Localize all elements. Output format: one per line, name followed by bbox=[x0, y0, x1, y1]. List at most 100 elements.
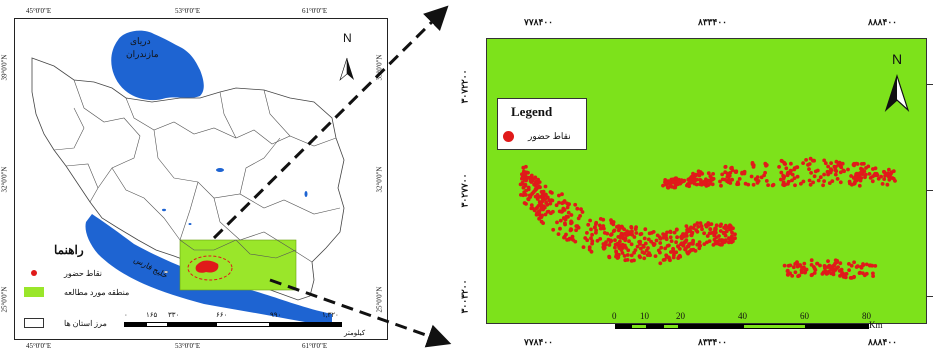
presence-point bbox=[551, 209, 555, 214]
presence-point bbox=[653, 254, 658, 258]
presence-point bbox=[594, 228, 598, 233]
presence-point bbox=[674, 227, 679, 232]
right-legend-title: Legend bbox=[511, 104, 553, 119]
presence-point bbox=[536, 195, 540, 200]
presence-point bbox=[826, 259, 830, 263]
presence-point bbox=[586, 222, 591, 227]
presence-point bbox=[642, 256, 647, 261]
presence-points bbox=[518, 156, 897, 280]
presence-point bbox=[681, 243, 686, 248]
presence-point bbox=[887, 177, 892, 182]
presence-point bbox=[624, 246, 628, 250]
presence-point bbox=[708, 174, 713, 179]
presence-point bbox=[705, 223, 710, 227]
presence-point bbox=[691, 171, 695, 176]
presence-point bbox=[537, 209, 541, 214]
presence-point bbox=[574, 228, 578, 233]
presence-point bbox=[847, 262, 851, 266]
presence-point bbox=[589, 236, 593, 241]
presence-point bbox=[764, 179, 769, 183]
right-scale-unit: Km bbox=[869, 320, 883, 330]
presence-point bbox=[661, 235, 666, 240]
presence-point bbox=[880, 182, 885, 186]
presence-point bbox=[847, 179, 852, 184]
presence-point bbox=[573, 202, 578, 207]
presence-point bbox=[697, 240, 702, 245]
presence-point bbox=[718, 229, 723, 233]
presence-point bbox=[725, 171, 730, 176]
presence-point bbox=[536, 177, 540, 182]
presence-point bbox=[706, 171, 711, 176]
presence-point bbox=[785, 268, 790, 273]
presence-point bbox=[590, 232, 594, 237]
presence-point bbox=[855, 264, 860, 269]
presence-point bbox=[863, 175, 867, 180]
right-side-coord-1: ۳۰۷۲۲۰۰ bbox=[459, 69, 470, 104]
presence-point bbox=[620, 225, 625, 230]
presence-point bbox=[639, 246, 643, 251]
presence-point bbox=[873, 166, 878, 171]
presence-point bbox=[564, 214, 569, 219]
presence-point bbox=[546, 209, 551, 214]
presence-point bbox=[766, 183, 770, 188]
presence-point bbox=[822, 179, 826, 184]
presence-point bbox=[698, 178, 703, 183]
presence-point bbox=[679, 178, 684, 183]
presence-point bbox=[641, 245, 646, 249]
presence-point bbox=[614, 254, 618, 259]
presence-point bbox=[587, 247, 592, 252]
presence-point bbox=[583, 236, 588, 240]
presence-point bbox=[543, 212, 548, 217]
presence-point bbox=[834, 159, 839, 164]
presence-point bbox=[866, 164, 871, 169]
presence-point bbox=[642, 236, 647, 241]
presence-point bbox=[694, 228, 699, 233]
presence-point bbox=[629, 259, 634, 263]
presence-point bbox=[811, 158, 815, 163]
presence-point bbox=[558, 209, 563, 214]
presence-point bbox=[789, 169, 793, 173]
presence-point bbox=[857, 183, 862, 188]
presence-point bbox=[674, 176, 679, 181]
presence-point bbox=[829, 266, 834, 271]
presence-point bbox=[812, 271, 817, 275]
presence-point bbox=[548, 201, 553, 206]
left-legend-border-symbol bbox=[24, 318, 44, 328]
presence-point bbox=[699, 182, 704, 187]
left-bottom-coord-2: 53°0'0"E bbox=[175, 342, 201, 350]
presence-point bbox=[562, 208, 567, 212]
presence-point bbox=[791, 265, 796, 270]
presence-point bbox=[565, 205, 570, 210]
caspian-label-1: دریای bbox=[130, 36, 151, 46]
presence-point bbox=[563, 222, 567, 227]
presence-point bbox=[828, 167, 833, 172]
caspian-label-2: مازندران bbox=[126, 49, 159, 59]
presence-point bbox=[579, 207, 583, 212]
presence-point bbox=[891, 169, 896, 174]
presence-point bbox=[792, 167, 797, 172]
left-legend-point-symbol bbox=[31, 270, 37, 276]
presence-point bbox=[850, 182, 854, 187]
presence-point bbox=[730, 177, 734, 182]
presence-point bbox=[635, 244, 640, 249]
presence-point bbox=[550, 198, 555, 203]
presence-point bbox=[651, 230, 656, 234]
presence-point bbox=[675, 182, 680, 187]
presence-point bbox=[594, 222, 598, 227]
presence-point bbox=[688, 179, 692, 184]
presence-point bbox=[658, 261, 663, 266]
presence-point bbox=[613, 245, 617, 250]
presence-point bbox=[882, 169, 886, 174]
presence-point bbox=[538, 185, 542, 190]
presence-point bbox=[541, 221, 545, 226]
presence-point bbox=[578, 214, 582, 218]
presence-point bbox=[859, 265, 863, 269]
presence-point bbox=[562, 199, 567, 203]
presence-point bbox=[820, 272, 825, 276]
presence-point bbox=[601, 242, 606, 246]
left-map-frame bbox=[14, 18, 388, 340]
presence-point bbox=[700, 227, 704, 232]
presence-point bbox=[779, 158, 784, 163]
right-legend-box bbox=[497, 98, 587, 150]
presence-point bbox=[713, 228, 717, 233]
